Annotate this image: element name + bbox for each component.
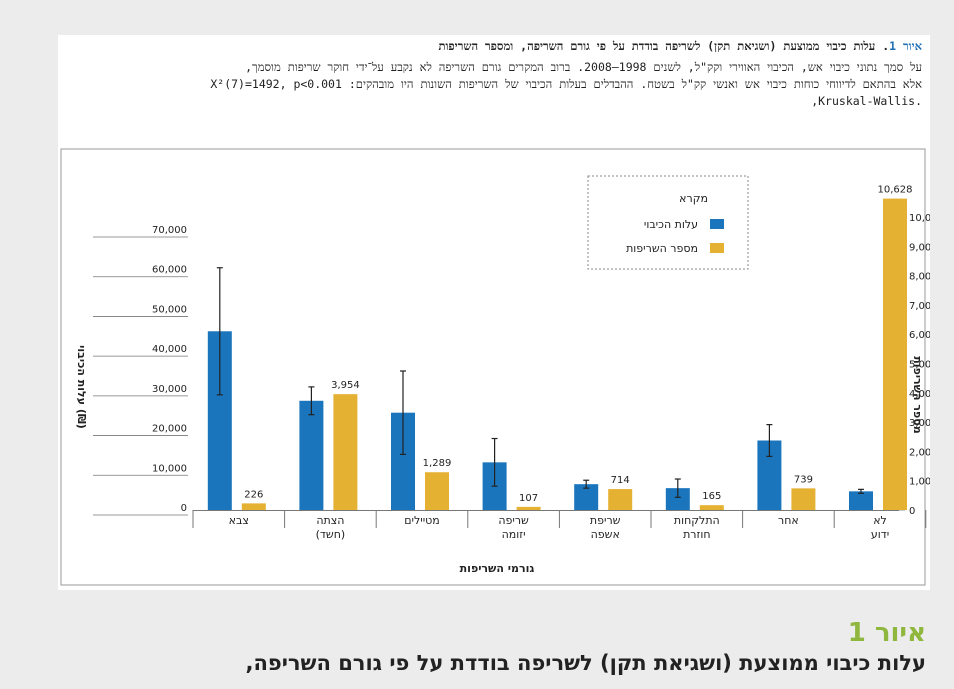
x-tick-label: הצתה [316, 514, 344, 527]
y-left-tick-label: 0 [181, 503, 187, 514]
y-axis-right-label: מספר השריפות [911, 356, 924, 433]
legend-title: מקרא [679, 192, 708, 205]
y-right-tick-label: 5,000 [909, 360, 930, 371]
y-right-tick-label: 2,000 [909, 447, 930, 458]
x-tick-label: אחר [778, 514, 799, 527]
bar-count [883, 198, 907, 510]
y-right-tick-label: 8,000 [909, 272, 930, 283]
figure-card: איור 1. עלות כיבוי ממוצעת (ושגיאת תקן) ל… [58, 35, 930, 590]
caption-line-3: .Kruskal-Wallis, [811, 94, 922, 108]
caption-line-1: על סמך נתוני כיבוי אש, הכיבוי האווירי וק… [245, 60, 922, 74]
bar-cost [849, 491, 873, 510]
y-left-tick-label: 30,000 [152, 384, 187, 395]
legend-swatch-count [710, 243, 724, 253]
y-right-tick-label: 1,000 [909, 477, 930, 488]
figure-caption-title: איור 1. עלות כיבוי ממוצעת (ושגיאת תקן) ל… [438, 39, 922, 53]
x-tick-label: חוזרת [683, 528, 710, 541]
y-left-tick-label: 50,000 [152, 304, 187, 315]
y-left-tick-label: 70,000 [152, 225, 187, 236]
data-label-count: 165 [702, 491, 721, 502]
y-left-tick-label: 60,000 [152, 265, 187, 276]
y-left-tick-label: 10,000 [152, 463, 187, 474]
y-right-tick-label: 3,000 [909, 418, 930, 429]
y-left-tick-label: 40,000 [152, 344, 187, 355]
bar-chart: 0 10,000 20,000 30,000 40,000 50,000 60,000 70,… [60, 148, 930, 586]
x-tick-label: שריפת [590, 514, 621, 527]
y-right-tick-label: 0 [909, 506, 915, 517]
bar-count [699, 505, 724, 510]
caption-line-2: אלא בהתאם לדיווחי כוחות כיבוי אש ואנשי ק… [210, 77, 922, 91]
figure-caption-body: על סמך נתוני כיבוי אש, הכיבוי האווירי וק… [62, 59, 922, 110]
bar-cost [665, 488, 690, 510]
y-axis-left-label: עלות הכיבוי (₪) [75, 345, 88, 429]
data-label-count: 739 [794, 474, 813, 485]
y-right-tick-label: 9,000 [909, 242, 930, 253]
y-left-tick-label: 20,000 [152, 424, 187, 435]
x-tick-label: צבא [229, 514, 249, 527]
y-right-tick-label: 10,000 [909, 213, 930, 224]
bar-count [516, 506, 541, 510]
y-right-tick-label: 4,000 [909, 389, 930, 400]
bar-count [241, 503, 266, 510]
data-label-count: 1,289 [423, 458, 452, 469]
x-tick-label: לא [873, 514, 887, 527]
x-tick-label: אשפה [591, 528, 620, 541]
footer-figure-title: עלות כיבוי ממוצעת (ושגיאת תקן) לשריפה בו… [245, 651, 926, 675]
x-tick-label: שריפה [498, 514, 529, 527]
data-label-count: 10,628 [878, 185, 913, 196]
x-tick-label: יזומה [502, 528, 526, 541]
chart-labels: 226 צבא 3,954 הצתה(חשד) 1,289 מטיילים 107 שריפה… [229, 185, 913, 541]
bar-count [791, 488, 816, 510]
bar-cost [299, 400, 324, 510]
legend-swatch-cost [710, 219, 724, 229]
x-axis-label: גורמי השריפות [460, 562, 535, 575]
data-label-count: 714 [611, 475, 630, 486]
data-label-count: 107 [519, 493, 538, 504]
bar-count [333, 394, 358, 510]
bar-count [608, 489, 633, 510]
x-tick-label: (חשד) [316, 528, 346, 541]
legend: מקרא עלות הכיבוי מספר השריפות [587, 175, 749, 270]
bar-count [425, 472, 449, 510]
x-tick-label: התלקחות [674, 514, 720, 527]
figure-caption-label: איור 1 [889, 39, 922, 53]
legend-label-count: מספר השריפות [626, 242, 698, 255]
data-label-count: 3,954 [331, 380, 360, 391]
legend-label-cost: עלות הכיבוי [644, 218, 698, 231]
y-right-tick-label: 7,000 [909, 301, 930, 312]
y-right-tick-label: 6,000 [909, 330, 930, 341]
chart-frame [60, 148, 926, 586]
figure-caption-text: . עלות כיבוי ממוצעת (ושגיאת תקן) לשריפה … [438, 39, 890, 53]
x-tick-label: מטיילים [404, 514, 440, 527]
footer-figure-label: איור 1 [847, 618, 926, 648]
chart-bars [207, 198, 907, 510]
x-tick-label: ידוע [871, 528, 889, 541]
data-label-count: 226 [244, 489, 263, 500]
